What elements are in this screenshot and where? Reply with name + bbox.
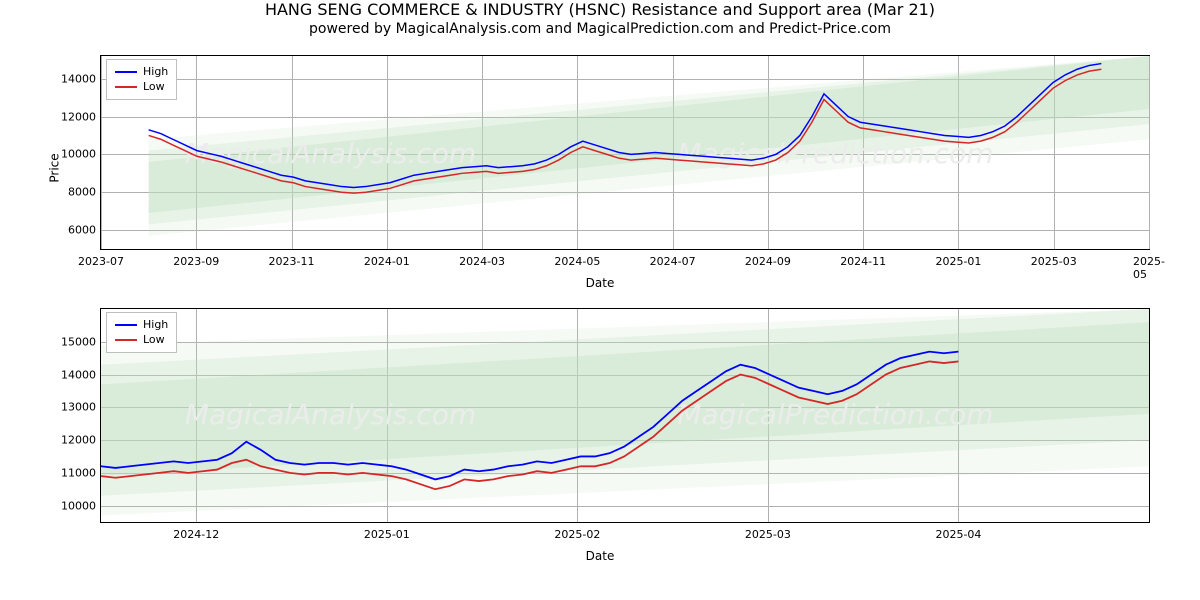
y-tick-label: 6000 [41, 224, 96, 237]
y-tick-label: 10000 [41, 499, 96, 512]
x-tick-label: 2025-03 [745, 528, 791, 541]
legend-swatch-high [115, 71, 137, 73]
x-tick-label: 2025-01 [364, 528, 410, 541]
legend-item-high: High [115, 64, 168, 79]
legend: High Low [106, 59, 177, 100]
x-tick-label: 2025-04 [935, 528, 981, 541]
y-tick-label: 10000 [41, 148, 96, 161]
series-low [149, 69, 1102, 193]
bottom-plot-area: 1000011000120001300014000150002024-12202… [100, 308, 1150, 523]
y-tick-label: 14000 [41, 368, 96, 381]
bottom-chart-panel: 10000 11000 12000 13000 14000 15000 2024-12 202… [30, 298, 1170, 563]
series-low [101, 361, 958, 489]
price-lines [101, 309, 1149, 522]
top-plot-area: 600080001000012000140002023-072023-09202… [100, 55, 1150, 250]
x-tick-label: 2023-11 [269, 255, 315, 268]
x-tick-label: 2025-01 [935, 255, 981, 268]
y-tick-label: 12000 [41, 110, 96, 123]
y-tick-label: 12000 [41, 434, 96, 447]
legend: High Low [106, 312, 177, 353]
legend-label-high: High [143, 64, 168, 79]
x-tick-label: 2023-07 [78, 255, 124, 268]
legend-label-low: Low [143, 332, 165, 347]
price-lines [101, 56, 1149, 249]
x-axis-label: Date [30, 549, 1170, 563]
x-tick-label: 2024-03 [459, 255, 505, 268]
legend-item-high: High [115, 317, 168, 332]
legend-item-low: Low [115, 332, 168, 347]
legend-swatch-high [115, 324, 137, 326]
gridline-x [1149, 56, 1150, 249]
legend-label-high: High [143, 317, 168, 332]
y-tick-label: 11000 [41, 466, 96, 479]
chart-title: HANG SENG COMMERCE & INDUSTRY (HSNC) Res… [0, 0, 1200, 19]
legend-label-low: Low [143, 79, 165, 94]
x-tick-label: 2025-03 [1031, 255, 1077, 268]
x-tick-label: 2024-05 [554, 255, 600, 268]
x-tick-label: 2025-02 [554, 528, 600, 541]
y-tick-label: 14000 [41, 72, 96, 85]
x-tick-label: 2024-07 [650, 255, 696, 268]
x-tick-label: 2024-11 [840, 255, 886, 268]
y-tick-label: 8000 [41, 186, 96, 199]
series-high [101, 352, 958, 480]
chart-subtitle: powered by MagicalAnalysis.com and Magic… [0, 21, 1200, 37]
x-tick-label: 2023-09 [173, 255, 219, 268]
y-tick-label: 15000 [41, 335, 96, 348]
x-tick-label: 2024-01 [364, 255, 410, 268]
legend-item-low: Low [115, 79, 168, 94]
x-axis-label: Date [30, 276, 1170, 290]
series-high [149, 64, 1102, 188]
legend-swatch-low [115, 339, 137, 341]
y-tick-label: 13000 [41, 401, 96, 414]
x-tick-label: 2024-12 [173, 528, 219, 541]
legend-swatch-low [115, 86, 137, 88]
top-chart-panel: Price 600080001000012000140002023-072023… [30, 45, 1170, 290]
x-tick-label: 2024-09 [745, 255, 791, 268]
